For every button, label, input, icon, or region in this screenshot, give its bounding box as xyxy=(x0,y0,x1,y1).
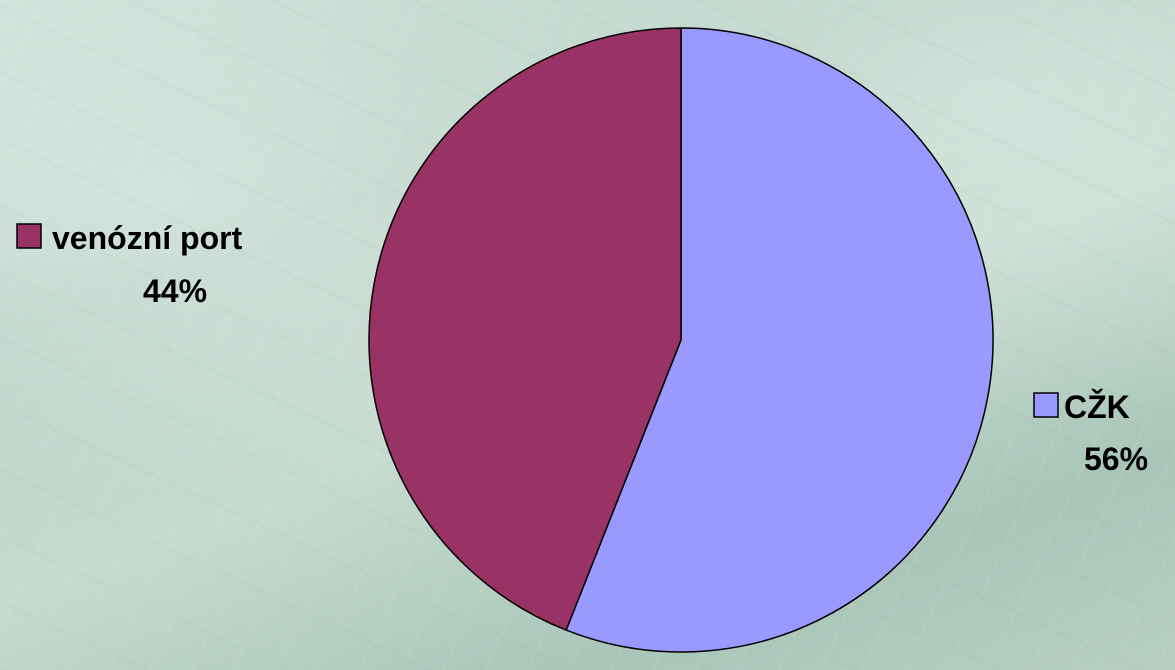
pie-slice-czk xyxy=(565,27,994,653)
slice-label-czk: CŽK 56% xyxy=(1033,389,1148,477)
slice-name-czk: CŽK xyxy=(1064,389,1130,425)
slice-percent-czk: 56% xyxy=(1084,441,1148,477)
legend-swatch-czk xyxy=(1033,392,1059,418)
pie-slices xyxy=(368,27,994,653)
slice-label-venozni-port: venózní port 44% xyxy=(16,220,243,309)
slice-name-venozni-port: venózní port xyxy=(52,220,243,256)
slice-percent-venozni-port: 44% xyxy=(143,273,207,309)
legend-swatch-venozni-port xyxy=(16,223,42,249)
pie-slice-venozni-port xyxy=(368,27,682,631)
